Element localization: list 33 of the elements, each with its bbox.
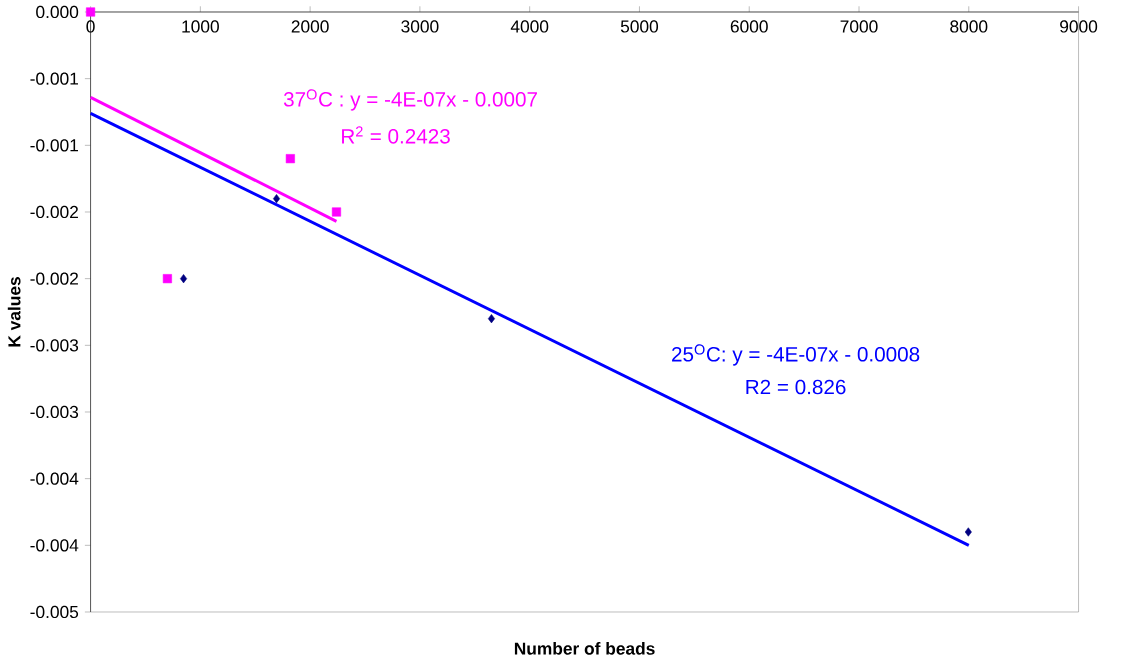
- x-tick-label: 8000: [950, 20, 988, 33]
- x-axis-title: Number of beads: [514, 642, 655, 655]
- x-tick-label: 9000: [1060, 20, 1098, 33]
- x-tick-label: 2000: [291, 20, 329, 33]
- annotation: 25$^{O}$C: y = -4E-07x - 0.0008: [672, 344, 920, 366]
- x-tick-label: 5000: [620, 20, 659, 33]
- x-tick-label: 4000: [510, 20, 549, 33]
- y-tick-label: 0.000: [36, 5, 79, 19]
- point: [964, 527, 972, 537]
- point: [86, 7, 96, 17]
- y-tick-label: -0.004: [30, 539, 79, 552]
- point: [331, 207, 342, 217]
- y-tick-label: -0.004: [30, 472, 79, 485]
- y-tick-label: -0.003: [30, 339, 79, 352]
- x-tick-label: 1000: [182, 20, 219, 33]
- point: [273, 194, 280, 204]
- point: [488, 314, 495, 324]
- annotation: R2 = 0.826: [746, 379, 846, 395]
- y-tick-label: -0.001: [30, 139, 78, 152]
- x-tick-label: 3000: [401, 20, 439, 33]
- annotation: 37$^{O}$C : y = -4E-07x - 0.0007: [283, 89, 537, 111]
- x-tick-label: 7000: [840, 20, 878, 33]
- annotation: R$^{2}$ = 0.2423: [342, 126, 450, 144]
- y-axis-title: K values: [7, 277, 21, 347]
- y-tick-label: -0.001: [30, 72, 78, 85]
- y-tick-label: -0.005: [30, 605, 79, 619]
- x-tick-label: 6000: [730, 20, 768, 33]
- point: [162, 274, 172, 284]
- y-tick-label: -0.003: [30, 405, 79, 419]
- point: [285, 154, 295, 164]
- y-tick-label: -0.002: [30, 205, 78, 219]
- y-tick-label: -0.002: [30, 272, 78, 285]
- point: [180, 274, 188, 284]
